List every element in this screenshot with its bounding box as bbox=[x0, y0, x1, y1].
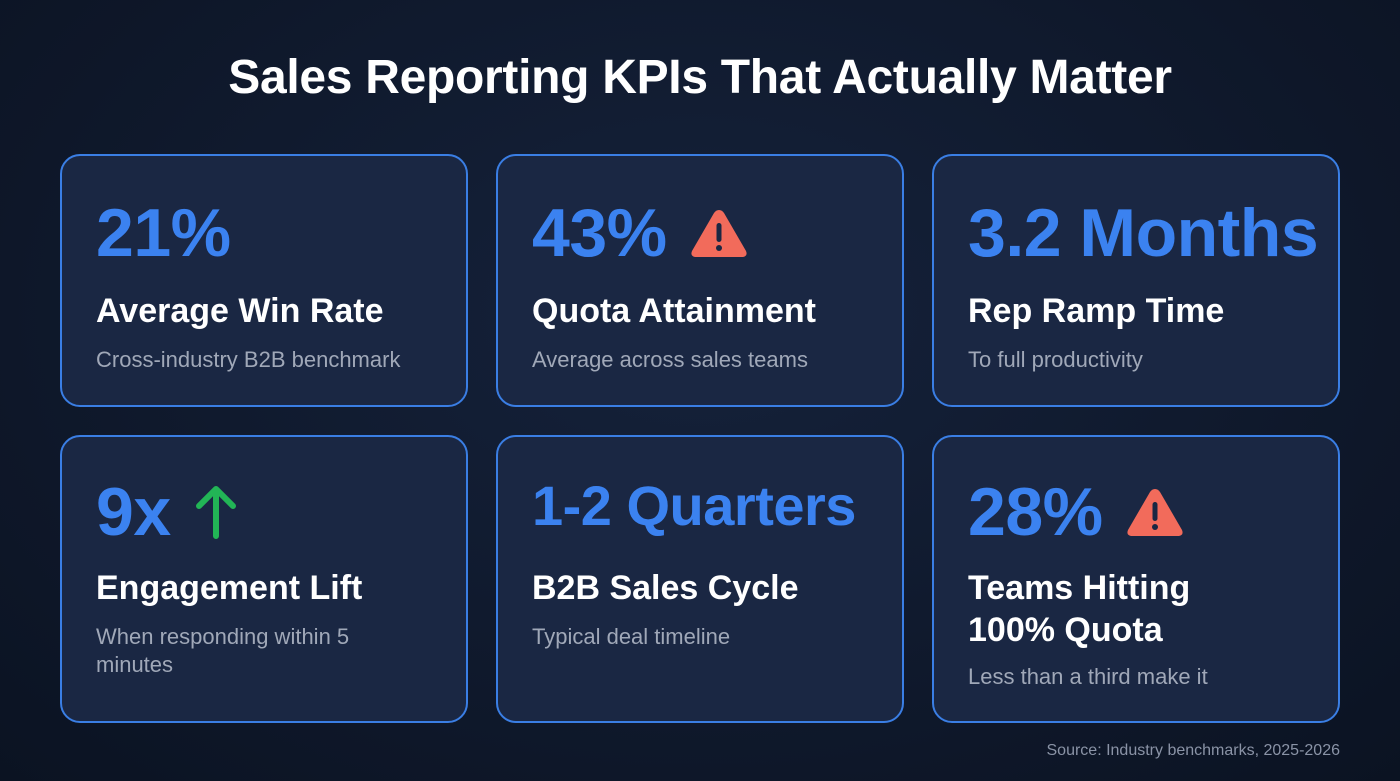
kpi-subtext: To full productivity bbox=[968, 347, 1143, 372]
kpi-label: B2B Sales Cycle bbox=[532, 569, 799, 607]
kpi-value: 28% bbox=[968, 474, 1103, 550]
kpi-subtext: When responding within 5 minutes bbox=[96, 624, 350, 677]
kpi-value: 1-2 Quarters bbox=[532, 474, 856, 537]
kpi-card-quota-attainment: 43% Quota Attainment Average across sale… bbox=[496, 154, 904, 407]
kpi-label: Average Win Rate bbox=[96, 292, 384, 330]
warning-icon bbox=[1125, 485, 1185, 539]
kpi-label: Quota Attainment bbox=[532, 292, 816, 330]
arrow-up-icon bbox=[193, 484, 239, 540]
kpi-subtext: Cross-industry B2B benchmark bbox=[96, 347, 401, 372]
kpi-card-win-rate: 21% Average Win Rate Cross-industry B2B … bbox=[60, 154, 468, 407]
kpi-card-engagement-lift: 9x Engagement Lift When responding withi… bbox=[60, 435, 468, 723]
kpi-label: Engagement Lift bbox=[96, 569, 363, 607]
page-title: Sales Reporting KPIs That Actually Matte… bbox=[228, 51, 1172, 104]
kpi-value: 9x bbox=[96, 474, 171, 550]
kpi-label: Rep Ramp Time bbox=[968, 292, 1225, 330]
kpi-label: Teams Hitting 100% Quota bbox=[968, 569, 1191, 649]
warning-icon bbox=[689, 206, 749, 260]
kpi-value: 21% bbox=[96, 195, 231, 271]
kpi-card-teams-hitting-quota: 28% Teams Hitting 100% Quota Less than a… bbox=[932, 435, 1340, 723]
kpi-value: 43% bbox=[532, 195, 667, 271]
source-note: Source: Industry benchmarks, 2025-2026 bbox=[1046, 742, 1341, 759]
kpi-value: 3.2 Months bbox=[968, 195, 1319, 271]
kpi-subtext: Less than a third make it bbox=[968, 664, 1208, 689]
kpi-subtext: Average across sales teams bbox=[532, 347, 808, 372]
kpi-card-ramp-time: 3.2 Months Rep Ramp Time To full product… bbox=[932, 154, 1340, 407]
kpi-card-sales-cycle: 1-2 Quarters B2B Sales Cycle Typical dea… bbox=[496, 435, 904, 723]
kpi-subtext: Typical deal timeline bbox=[532, 624, 731, 649]
